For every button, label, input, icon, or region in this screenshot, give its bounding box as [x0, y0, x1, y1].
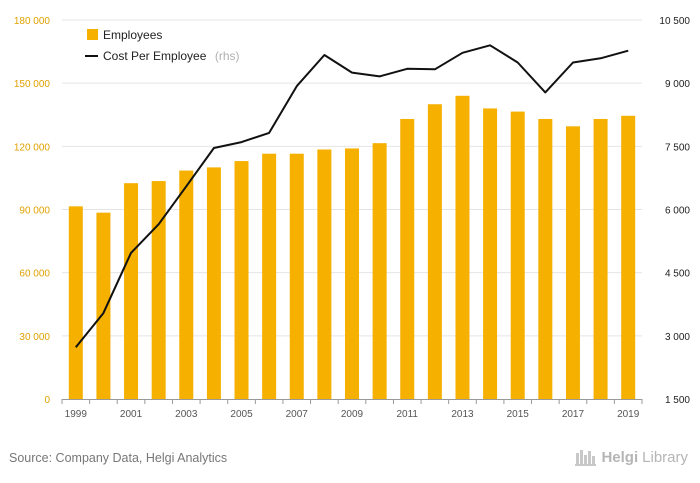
right-tick-label: 10 500: [659, 16, 690, 27]
bar-2005: [234, 161, 249, 399]
x-tick-label: 2007: [286, 409, 309, 420]
legend-label-cost-suffix: (rhs): [215, 49, 240, 63]
legend-label-employees: Employees: [103, 28, 162, 42]
logo-text-library: Library: [642, 448, 688, 466]
logo-text-helgi: Helgi: [601, 448, 639, 466]
legend: Employees Cost Per Employee (rhs): [85, 28, 240, 64]
employees-bars: [68, 95, 636, 400]
cost-per-employee-line: [75, 44, 629, 348]
bar-2007: [289, 153, 304, 399]
x-axis: 1999 2001 2003 2005 2007 2009 2011 2013 2015 2017…: [61, 399, 643, 420]
bar-2014: [483, 108, 498, 399]
bar-2018: [593, 118, 608, 399]
bar-2004: [206, 167, 221, 399]
left-axis: 0 30 000 60 000 90 000 120 000 150 000 180 000: [14, 16, 51, 406]
bar-2008: [317, 149, 332, 399]
left-tick-label: 90 000: [19, 206, 50, 217]
bar-2017: [565, 126, 580, 399]
x-tick-label: 2009: [341, 409, 364, 420]
bar-2013: [455, 95, 470, 400]
x-tick-label: 2015: [507, 409, 530, 420]
right-tick-label: 6 000: [665, 206, 690, 217]
bar-2010: [372, 143, 387, 399]
legend-swatch-employees: [87, 29, 98, 40]
bar-2009: [345, 148, 359, 399]
x-tick-label: 2001: [120, 409, 143, 420]
left-tick-label: 0: [44, 395, 50, 406]
bar-2006: [262, 153, 277, 399]
bar-2011: [400, 118, 415, 399]
right-tick-label: 3 000: [665, 332, 690, 343]
bar-2001: [124, 183, 139, 399]
bar-2015: [510, 111, 525, 399]
bar-2000: [96, 212, 111, 399]
bar-2003: [179, 170, 194, 399]
x-tick-label: 2013: [451, 409, 474, 420]
legend-label-cost: Cost Per Employee (rhs): [103, 47, 240, 64]
bar-1999: [68, 206, 83, 399]
x-tick-label: 2019: [617, 409, 640, 420]
bar-2016: [538, 118, 553, 399]
left-tick-label: 30 000: [19, 332, 50, 343]
bar-2012: [427, 104, 442, 399]
right-axis: 1 500 3 000 4 500 6 000 7 500 9 000 10 500: [659, 16, 690, 406]
right-tick-label: 1 500: [665, 395, 690, 406]
x-tick-label: 2017: [562, 409, 585, 420]
x-tick-label: 2011: [396, 409, 418, 420]
right-tick-label: 9 000: [665, 79, 690, 90]
right-tick-label: 7 500: [665, 142, 690, 153]
x-tick-label: 1999: [65, 409, 88, 420]
cost-per-employee-polyline: [75, 44, 629, 348]
bar-2002: [151, 181, 166, 399]
library-icon: [575, 450, 597, 466]
right-tick-label: 4 500: [665, 269, 690, 280]
source-note: Source: Company Data, Helgi Analytics: [9, 451, 228, 465]
left-tick-label: 120 000: [14, 142, 51, 153]
left-tick-label: 150 000: [14, 79, 51, 90]
bar-2019: [621, 115, 636, 399]
legend-label-cost-name: Cost Per Employee: [103, 49, 207, 63]
helgi-library-logo[interactable]: Helgi Library: [575, 447, 688, 467]
left-tick-label: 60 000: [19, 269, 50, 280]
x-tick-label: 2003: [175, 409, 198, 420]
left-tick-label: 180 000: [14, 16, 51, 27]
x-tick-label: 2005: [230, 409, 253, 420]
